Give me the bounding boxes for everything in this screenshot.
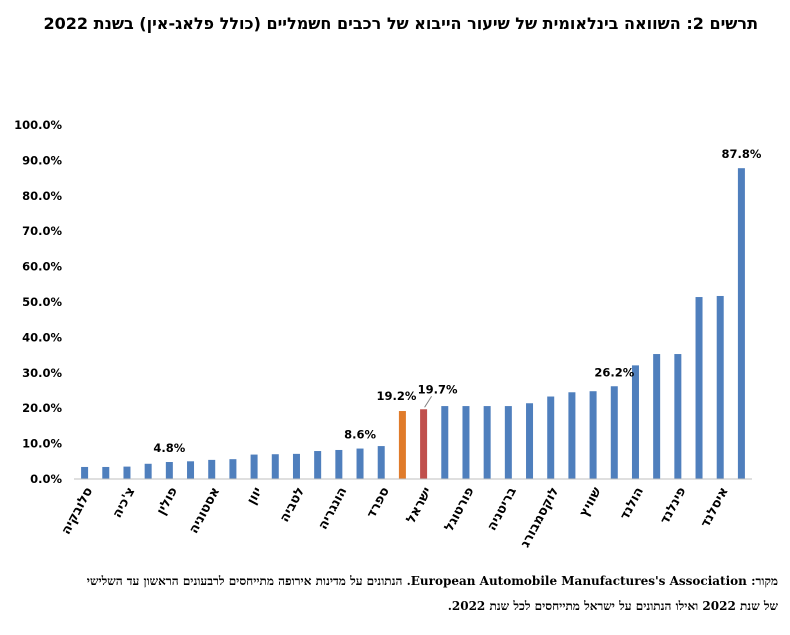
bar [292,453,300,479]
y-tick-label: 30.0% [22,366,62,380]
chart-title: תרשים 2: השוואה בינלאומית של שיעור הייבו… [43,14,758,33]
category-label: סלובקיה [59,485,96,538]
data-label: 19.2% [376,389,416,403]
bar [420,409,428,479]
category-label: אסטוניה [186,485,223,536]
bar [187,461,195,479]
bar [335,449,343,479]
source-line-2: של שנת 2022 ואילו הנתונים על ישראל מתייח… [447,599,778,613]
bar [547,396,555,479]
y-tick-label: 60.0% [22,260,62,274]
bar [81,466,89,479]
data-label: 26.2% [594,365,634,379]
y-tick-label: 80.0% [22,189,62,203]
bar [377,446,385,479]
bar [356,448,364,479]
bar [102,466,110,479]
bar [250,454,258,479]
category-label: פולין [154,485,181,518]
y-tick-label: 40.0% [22,330,62,344]
data-label: 4.8% [153,441,185,455]
source-note: מקור: European Automobile Manufactures's… [8,569,778,619]
y-tick-label: 50.0% [22,295,62,309]
bar [504,406,512,479]
y-tick-label: 20.0% [22,401,62,415]
bar [695,297,703,479]
bar [208,459,216,479]
bar [314,451,322,479]
y-tick-label: 90.0% [22,153,62,167]
category-label: הונגריה [316,485,351,532]
y-tick-label: 70.0% [22,224,62,238]
category-label: בריטניה [485,485,520,534]
bar [653,354,661,479]
bar [589,391,597,479]
category-label: פינלנד [658,485,690,527]
data-label: 8.6% [344,428,376,442]
data-label: 87.8% [721,147,761,161]
bar [716,295,724,479]
category-label: יוון [244,485,265,507]
bar [398,411,406,479]
y-axis-ticks: 0.0% 10.0% 20.0% 30.0% 40.0% 50.0% 60.0% 70.0% 8… [14,118,62,486]
category-label: לוקסמבורג [518,485,562,550]
data-label-leader-line [424,395,433,408]
bar [271,454,279,479]
bar [229,459,237,479]
bar [462,406,470,479]
y-tick-label: 100.0% [14,118,62,132]
source-line-1: מקור: European Automobile Manufactures's… [86,574,778,588]
bar [737,168,745,480]
data-label: 19.7% [418,382,458,396]
category-label: צ'כיה [110,485,139,521]
data-labels: 4.8% 8.6% 19.2% 19.7% 26.2% 87.8% [153,147,761,455]
bar [610,386,618,479]
bar [165,462,173,479]
category-labels: סלובקיה צ'כיה פולין אסטוניה יוון לטביה הונגריה… [59,485,732,551]
bar [144,463,152,479]
bar [568,392,576,479]
y-tick-label: 10.0% [22,437,62,451]
bar [441,406,449,479]
category-label: ספרד [364,485,393,521]
y-tick-label: 0.0% [30,472,62,486]
category-label: פורטוגל [442,485,478,534]
bar [674,354,682,479]
bar [631,365,639,479]
category-label: לטביה [277,485,308,525]
bar [483,406,491,479]
category-label: ישראל [404,485,435,526]
bar-group [81,168,745,480]
category-label: הולנד [617,485,647,523]
bar [123,466,131,479]
bar [526,403,534,479]
category-label: שוויץ [577,485,605,520]
category-label: איסלנד [698,485,732,530]
